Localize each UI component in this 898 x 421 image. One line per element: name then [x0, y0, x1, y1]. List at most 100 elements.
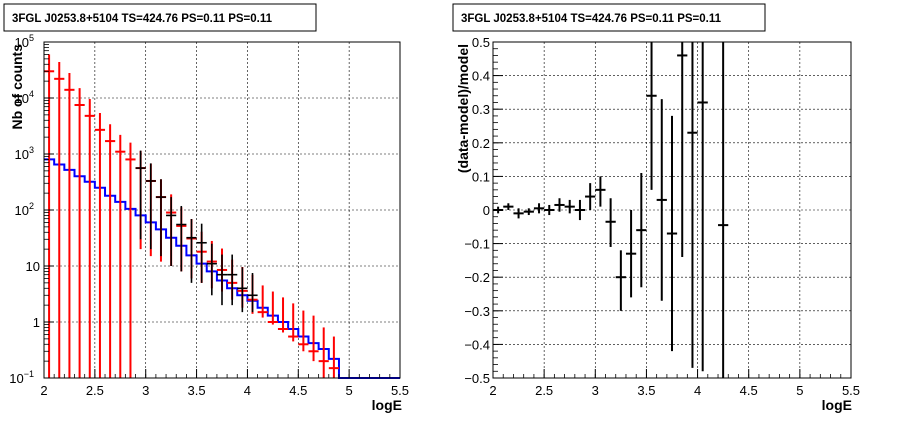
right-x-tick-label: 5.5: [842, 383, 860, 398]
residual-point: [656, 99, 667, 301]
left-x-tick-label: 3: [142, 383, 149, 398]
model-point: [288, 303, 299, 342]
data-point: [176, 205, 187, 272]
residual-point: [513, 208, 524, 219]
left-x-tick-label: 4: [244, 383, 251, 398]
model-point: [105, 124, 116, 378]
data-point: [186, 219, 197, 283]
model-point: [277, 297, 289, 333]
right-y-tick-label: −0.3: [464, 304, 490, 319]
right-xlabel: logE: [822, 397, 852, 413]
left-panel: 3FGL J0253.8+5104 TS=424.76 PS=0.11 PS=0…: [3, 3, 409, 413]
right-panel: 3FGL J0253.8+5104 TS=424.76 PS=0.11 PS=0…: [452, 3, 860, 413]
residual-point: [564, 199, 575, 214]
left-x-tick-label: 5: [346, 383, 353, 398]
residual-point: [585, 183, 596, 210]
residual-point: [503, 203, 514, 210]
right-y-tick-label: −0.4: [464, 337, 490, 352]
left-title: 3FGL J0253.8+5104 TS=424.76 PS=0.11 PS=0…: [12, 13, 273, 25]
residual-point: [625, 210, 637, 298]
model-step-line: [44, 158, 400, 379]
right-x-tick-label: 3.5: [637, 383, 655, 398]
right-y-tick-label: 0.2: [472, 136, 490, 151]
left-y-tick-label: 103: [15, 145, 34, 162]
left-x-tick-label: 4.5: [289, 383, 307, 398]
residual-point: [574, 199, 586, 221]
data-point: [155, 179, 167, 257]
residual-point: [677, 42, 688, 258]
right-x-tick-label: 2.5: [535, 383, 553, 398]
model-point: [308, 315, 319, 362]
residual-point: [544, 204, 555, 216]
right-y-tick-label: 0.1: [472, 169, 490, 184]
left-y-tick-label: 102: [15, 201, 34, 218]
model-point: [64, 72, 75, 378]
data-point: [237, 267, 248, 313]
model-point: [84, 98, 95, 378]
right-y-tick-label: 0.4: [472, 69, 490, 84]
left-ticks: 2 2.5 3 3.5 4 4.5 5 5.5 10−1 1 10 102 103 104 105: [9, 33, 409, 398]
residual-point: [687, 42, 698, 368]
residual-point: [666, 115, 678, 352]
right-title: 3FGL J0253.8+5104 TS=424.76 PS=0.11 PS=0…: [461, 13, 722, 25]
right-x-tick-label: 4: [694, 383, 701, 398]
left-grid: [43, 41, 401, 379]
residual-point: [554, 198, 565, 212]
left-y-tick-label: 10−1: [9, 369, 34, 386]
right-y-tick-label: −0.5: [464, 371, 490, 386]
residual-point: [615, 250, 626, 311]
model-point: [54, 61, 65, 378]
data-point: [206, 243, 217, 296]
model-point: [115, 134, 126, 378]
right-y-tick-label: 0: [483, 203, 490, 218]
model-point: [125, 142, 136, 378]
residual-point: [718, 42, 729, 378]
model-point: [267, 291, 278, 325]
right-y-tick-label: −0.1: [464, 237, 490, 252]
model-point: [257, 285, 268, 318]
model-point: [94, 112, 106, 378]
model-point: [298, 310, 309, 352]
left-ylabel: Nb of counts: [9, 44, 25, 130]
residual-point: [646, 42, 657, 190]
left-series: [44, 54, 400, 379]
residual-point: [533, 203, 545, 214]
data-point: [135, 150, 146, 240]
left-x-tick-label: 3.5: [188, 383, 206, 398]
right-ticks: 2 2.5 3 3.5 4 4.5 5 5.5 −0.5 −0.4 −0.3 −0.2 −0.1 0 0.1…: [464, 35, 860, 398]
left-title-box: [3, 3, 317, 32]
right-series: [493, 42, 729, 378]
residual-point: [605, 198, 616, 247]
data-point: [145, 163, 156, 250]
left-y-tick-label: 10: [26, 259, 40, 274]
data-point: [216, 254, 228, 306]
right-ylabel: (data-model)/model: [455, 44, 471, 173]
left-x-tick-label: 5.5: [391, 383, 409, 398]
data-point: [196, 223, 207, 283]
left-xlabel: logE: [372, 397, 402, 413]
data-point: [247, 272, 258, 313]
left-x-tick-label: 2: [40, 383, 47, 398]
residual-point: [595, 176, 606, 207]
right-x-tick-label: 3: [592, 383, 599, 398]
residual-point: [523, 208, 534, 216]
model-point: [74, 88, 85, 378]
right-y-tick-label: 0.3: [472, 102, 490, 117]
right-title-box: [452, 3, 766, 32]
residual-point: [697, 42, 708, 372]
right-x-tick-label: 5: [796, 383, 803, 398]
left-y-tick-label: 1: [33, 315, 40, 330]
residual-point: [636, 173, 647, 288]
left-x-tick-label: 2.5: [86, 383, 104, 398]
right-x-tick-label: 2: [489, 383, 496, 398]
model-point: [328, 336, 339, 378]
model-point: [318, 327, 329, 378]
right-y-tick-label: 0.5: [472, 35, 490, 50]
left-y-tick-label: 104: [15, 89, 34, 106]
data-point: [227, 254, 238, 306]
data-point: [166, 197, 177, 266]
left-y-tick-label: 105: [15, 33, 34, 50]
right-y-tick-label: −0.2: [464, 270, 490, 285]
right-x-tick-label: 4.5: [740, 383, 758, 398]
